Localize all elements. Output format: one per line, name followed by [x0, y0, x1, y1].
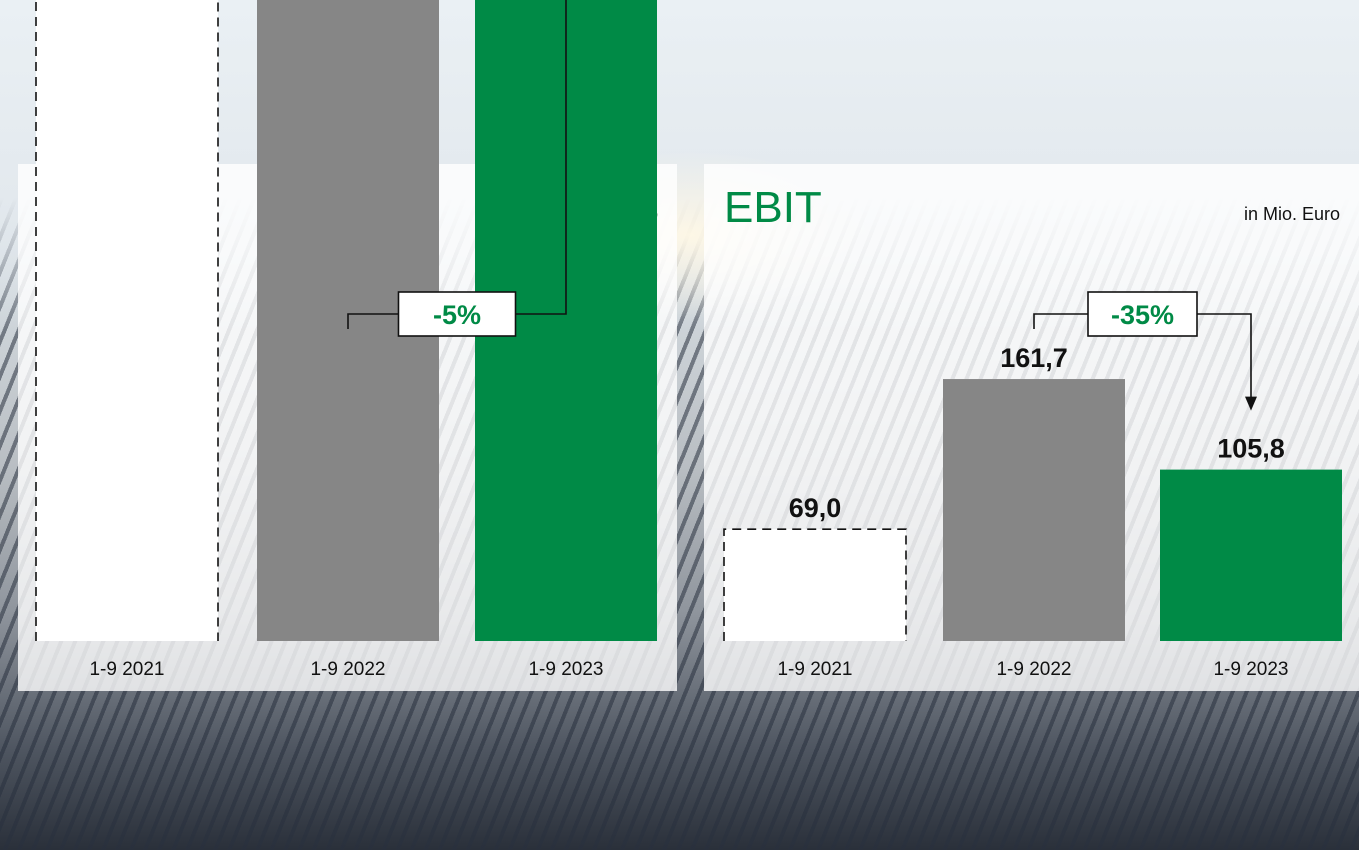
bar-1-fill [724, 529, 906, 641]
change-label: -5% [433, 300, 481, 330]
category-label-3: 1-9 2023 [528, 659, 603, 680]
category-label-1: 1-9 2021 [777, 659, 852, 680]
ebit-chart: EBIT in Mio. Euro 69,0 1-9 2021 161,7 1-9 202… [723, 183, 1342, 680]
value-label-3: 105,8 [1217, 434, 1285, 464]
ebit-unit-label: in Mio. Euro [1244, 204, 1340, 224]
umsatz-chart: Umsatzin Mio. Euro2.219,61-9 20214.518,4… [35, 0, 658, 680]
category-label-3: 1-9 2023 [1213, 659, 1288, 680]
value-label-1: 69,0 [789, 493, 842, 523]
bar-2 [943, 379, 1125, 641]
category-label-2: 1-9 2022 [310, 659, 385, 680]
category-label-2: 1-9 2022 [996, 659, 1071, 680]
change-box [397, 291, 517, 337]
value-label-2: 161,7 [1000, 343, 1068, 373]
umsatz-panel: Umsatzin Mio. Euro2.219,61-9 20214.518,4… [18, 0, 677, 691]
bar-1 [723, 528, 907, 641]
category-label-1: 1-9 2021 [89, 659, 164, 680]
ebit-panel: EBIT in Mio. Euro 69,0 1-9 2021 161,7 1-9 202… [704, 164, 1359, 691]
bar-3 [1160, 469, 1342, 641]
change-arrow-head [1245, 396, 1257, 411]
change-label: -35% [1111, 300, 1174, 330]
change-box [1087, 291, 1198, 337]
ebit-title: EBIT [724, 183, 822, 232]
bar-1-fill [36, 0, 218, 641]
